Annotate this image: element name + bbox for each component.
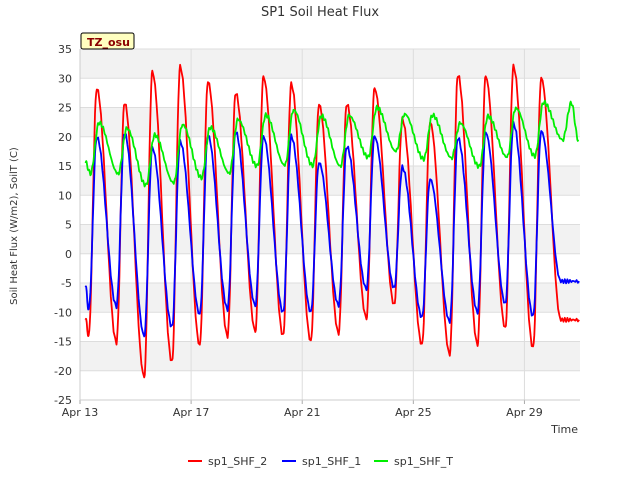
series-lines xyxy=(84,63,580,379)
badge-box xyxy=(80,32,135,50)
background-band xyxy=(80,341,580,371)
y-tick-label: 25 xyxy=(58,102,72,115)
chart-title: SP1 Soil Heat Flux xyxy=(261,5,379,20)
background-band xyxy=(80,283,580,313)
legend: sp1_SHF_2 sp1_SHF_1 sp1_SHF_T xyxy=(188,455,453,468)
x-tick-label: Apr 29 xyxy=(506,406,543,419)
y-tick-label: 10 xyxy=(58,189,72,202)
legend-item-sp1_SHF_2: sp1_SHF_2 xyxy=(188,455,267,468)
x-tick-label: Apr 13 xyxy=(62,406,99,419)
y-tick-label: -10 xyxy=(54,306,72,319)
y-tick-label: 15 xyxy=(58,160,72,173)
legend-label: sp1_SHF_2 xyxy=(208,455,267,468)
legend-item-sp1_SHF_1: sp1_SHF_1 xyxy=(282,455,361,468)
background-band xyxy=(80,49,580,79)
badge-text: TZ_osu xyxy=(87,36,130,49)
x-tick-label: Apr 21 xyxy=(284,406,321,419)
y-tick-label: 0 xyxy=(65,248,72,261)
y-tick-label: 5 xyxy=(65,219,72,232)
y-tick-label: 30 xyxy=(58,72,72,85)
legend-label: sp1_SHF_T xyxy=(394,455,453,468)
y-tick-label: 20 xyxy=(58,131,72,144)
background-band xyxy=(80,166,580,196)
timezone-badge: TZ_osu xyxy=(80,32,135,50)
y-tick-label: -15 xyxy=(54,336,72,349)
series-line-sp1_SHF_2 xyxy=(84,63,580,379)
x-tick-label: Apr 25 xyxy=(395,406,432,419)
y-axis-label: Soil Heat Flux (W/m2), SoilT (C) xyxy=(9,147,20,305)
y-tick-label: -25 xyxy=(54,394,72,407)
axes: -25 -20 -15 -10 -5 0 5 10 15 20 25 30 35 Apr 13 Apr 17… xyxy=(54,43,580,419)
y-tick-label: -5 xyxy=(61,277,72,290)
legend-label: sp1_SHF_1 xyxy=(302,455,361,468)
y-tick-label: -20 xyxy=(54,365,72,378)
legend-item-sp1_SHF_T: sp1_SHF_T xyxy=(374,455,453,468)
series-line-sp1_SHF_T xyxy=(84,99,580,188)
x-tick-label: Apr 17 xyxy=(173,406,210,419)
y-tick-label: 35 xyxy=(58,43,72,56)
x-axis-label: Time xyxy=(550,423,578,436)
